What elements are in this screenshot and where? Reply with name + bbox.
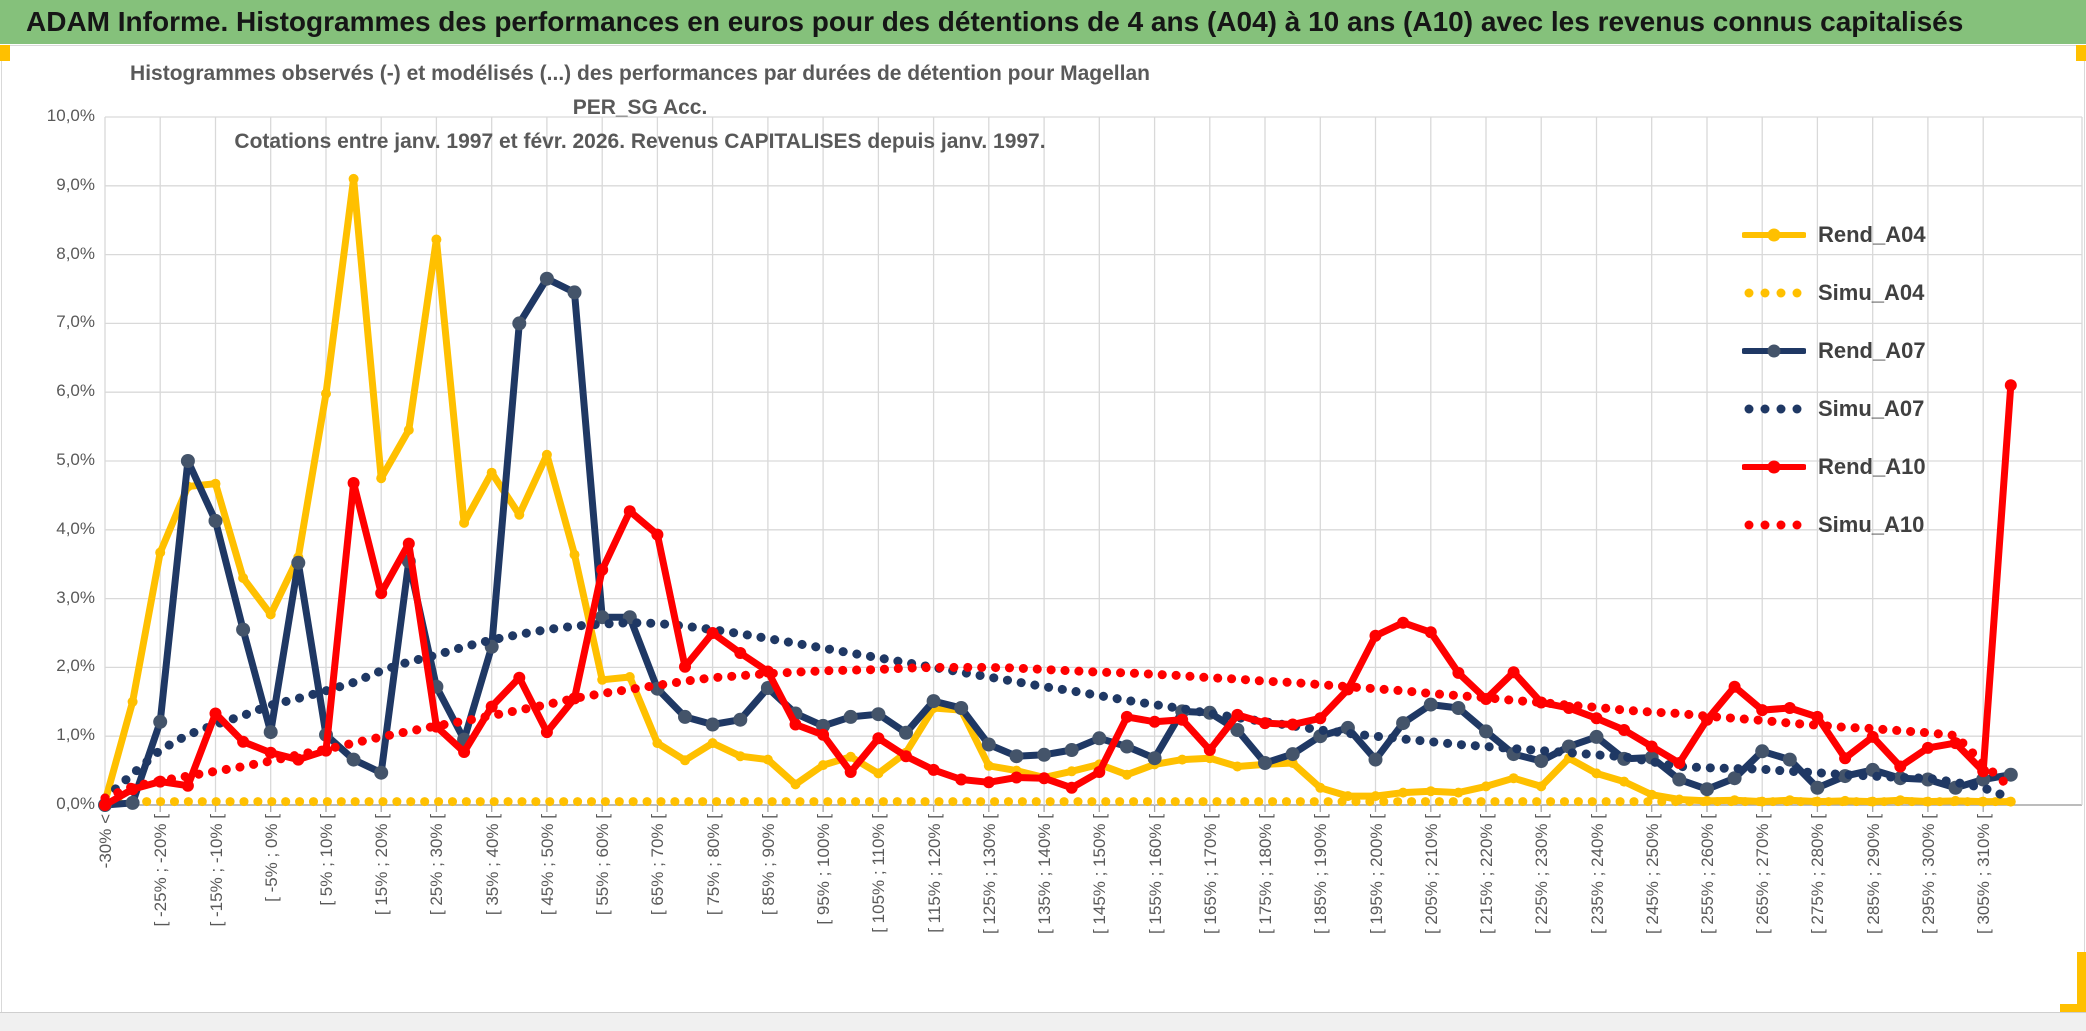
x-axis-label: [ 35% ; 40% [ — [482, 814, 502, 916]
legend-label: Simu_A04 — [1818, 280, 1925, 305]
x-axis-label: [ 105% ; 110% [ — [869, 814, 889, 933]
x-axis-label: [ 235% ; 240% [ — [1587, 814, 1607, 935]
y-axis-label: 9,0% — [56, 174, 95, 194]
y-axis-label: 3,0% — [56, 587, 95, 607]
chart-legend[interactable]: Rend_A04 Simu_A04 Rend_A07 Simu_A07 Rend… — [1742, 206, 1926, 554]
x-axis-label: [ 25% ; 30% [ — [427, 814, 447, 916]
chart-title-line2: Cotations entre janv. 1997 et févr. 2026… — [234, 130, 1046, 153]
legend-item-simu_a10[interactable]: Simu_A10 — [1742, 496, 1926, 554]
legend-item-rend_a07[interactable]: Rend_A07 — [1742, 322, 1926, 380]
chart-title: Histogrammes observés (-) et modélisés (… — [105, 57, 1175, 159]
legend-label: Rend_A10 — [1818, 454, 1926, 479]
x-axis-label: [ 295% ; 300% [ — [1918, 814, 1938, 935]
x-axis-label: [ -15% ; -10% [ — [206, 814, 226, 927]
x-axis-label: [ 135% ; 140% [ — [1035, 814, 1055, 935]
y-axis-label: 1,0% — [56, 725, 95, 745]
legend-item-simu_a04[interactable]: Simu_A04 — [1742, 264, 1926, 322]
x-axis-label: [ 305% ; 310% [ — [1974, 814, 1994, 935]
x-axis-label: [ 265% ; 270% [ — [1753, 814, 1773, 935]
y-axis-label: 8,0% — [56, 243, 95, 263]
x-axis-label: [ 15% ; 20% [ — [372, 814, 392, 916]
legend-label: Simu_A10 — [1818, 512, 1925, 537]
x-axis-label: [ 165% ; 170% [ — [1200, 814, 1220, 935]
x-axis-label: [ 225% ; 230% [ — [1532, 814, 1552, 935]
x-axis-label: [ 5% ; 10% [ — [317, 814, 336, 906]
legend-solid-line-icon — [1742, 228, 1806, 242]
x-axis-label: [ 65% ; 70% [ — [648, 814, 668, 916]
gold-accent-bottom-right-h — [2060, 1004, 2077, 1012]
legend-item-rend_a10[interactable]: Rend_A10 — [1742, 438, 1926, 496]
x-axis-label: [ 75% ; 80% [ — [703, 814, 723, 916]
x-axis-label: [ 205% ; 210% [ — [1421, 814, 1441, 935]
chart-title-line1: Histogrammes observés (-) et modélisés (… — [130, 62, 1150, 119]
x-axis-label: [ 275% ; 280% [ — [1808, 814, 1828, 935]
y-axis-label: 2,0% — [56, 656, 95, 676]
x-axis-label: [ -25% ; -20% [ — [151, 814, 171, 927]
legend-solid-line-icon — [1742, 460, 1806, 474]
legend-dotted-line-icon — [1744, 288, 1802, 298]
x-axis-label: [ 125% ; 130% [ — [979, 814, 999, 935]
x-axis-label: [ 45% ; 50% [ — [537, 814, 557, 916]
x-axis-label: [ -5% ; 0% [ — [261, 814, 281, 902]
legend-item-simu_a07[interactable]: Simu_A07 — [1742, 380, 1926, 438]
x-axis-label: [ 155% ; 160% [ — [1145, 814, 1165, 935]
gold-accent-top-right — [2076, 45, 2086, 61]
legend-dotted-line-icon — [1744, 520, 1802, 530]
x-axis-label: [ 185% ; 190% [ — [1311, 814, 1331, 935]
gold-accent-left — [0, 45, 10, 61]
y-axis-label: 0,0% — [56, 794, 95, 813]
y-axis-label: 10,0% — [46, 106, 95, 125]
x-axis-label: [ 115% ; 120% [ — [924, 814, 944, 933]
x-axis-label: [ 215% ; 220% [ — [1477, 814, 1496, 935]
y-axis-label: 7,0% — [56, 312, 95, 332]
page-title: ADAM Informe. Histogrammes des performan… — [26, 6, 1964, 37]
y-axis-label: 6,0% — [56, 381, 95, 401]
legend-label: Rend_A07 — [1818, 338, 1926, 363]
x-axis-label: [ 95% ; 100% [ — [814, 814, 834, 925]
x-axis-label: [ 195% ; 200% [ — [1366, 814, 1386, 935]
x-axis-label: -30% < — [96, 814, 115, 869]
legend-label: Rend_A04 — [1818, 222, 1926, 247]
y-axis-label: 4,0% — [56, 518, 95, 538]
x-axis-label: [ 85% ; 90% [ — [758, 814, 778, 916]
legend-item-rend_a04[interactable]: Rend_A04 — [1742, 206, 1926, 264]
gold-accent-bottom-right-v — [2077, 952, 2086, 1031]
x-axis-label: [ 175% ; 180% [ — [1256, 814, 1275, 935]
legend-solid-line-icon — [1742, 344, 1806, 358]
bottom-scroll-strip[interactable] — [0, 1012, 2086, 1031]
legend-label: Simu_A07 — [1818, 396, 1925, 421]
x-axis-label: [ 145% ; 150% [ — [1090, 814, 1110, 935]
x-axis-label: [ 255% ; 260% [ — [1698, 814, 1717, 935]
y-axis-label: 5,0% — [56, 450, 95, 469]
x-axis-label: [ 245% ; 250% [ — [1642, 814, 1662, 935]
x-axis-label: [ 55% ; 60% [ — [593, 814, 613, 916]
app-header-bar: ADAM Informe. Histogrammes des performan… — [0, 0, 2086, 44]
legend-dotted-line-icon — [1744, 404, 1802, 414]
x-axis-label: [ 285% ; 290% [ — [1863, 814, 1883, 935]
